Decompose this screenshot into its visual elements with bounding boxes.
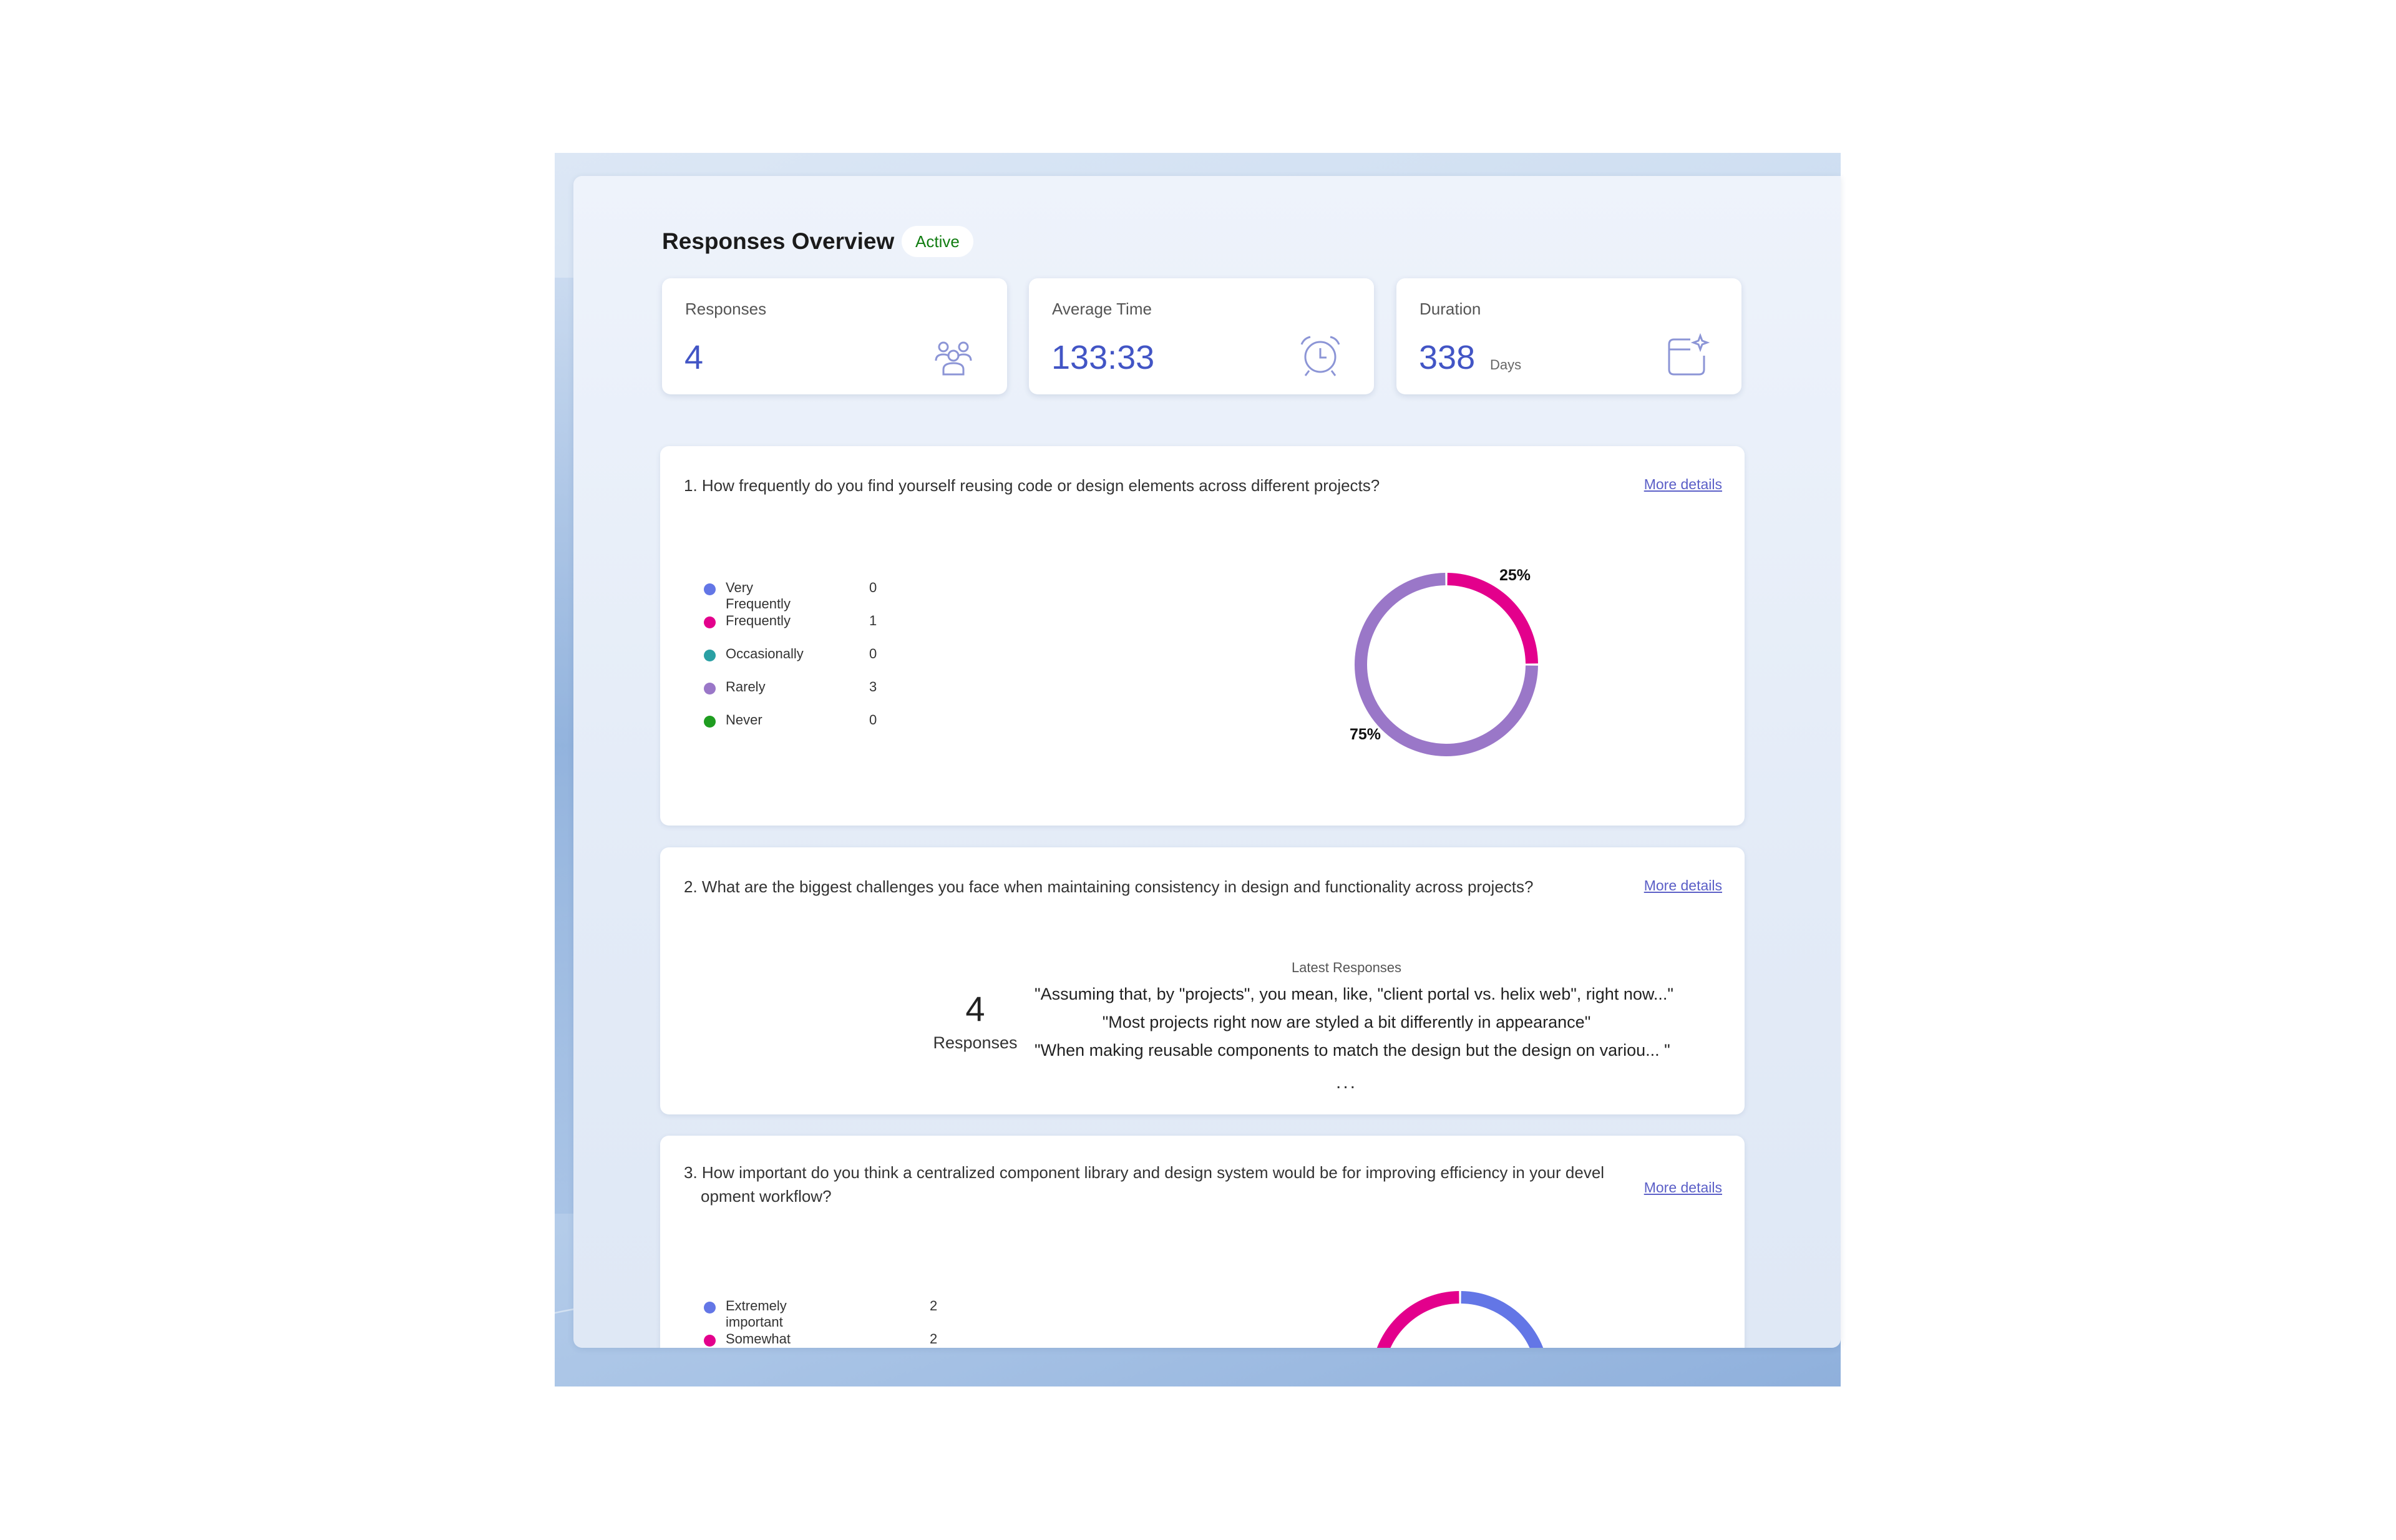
more-details-link[interactable]: More details — [1644, 1179, 1722, 1196]
question-card-3: 3. How important do you think a centrali… — [660, 1136, 1745, 1348]
donut-slice-somewhat-important[interactable] — [1376, 1291, 1459, 1348]
response-count: 4 — [965, 989, 985, 1028]
legend-dot — [704, 650, 716, 661]
question-text-line: opment workflow? — [701, 1187, 832, 1206]
legend-count: 0 — [869, 646, 877, 661]
donut-chart — [1376, 1291, 1544, 1348]
legend-dot — [704, 1302, 716, 1313]
donut-chart: 25% 75% — [1350, 567, 1538, 756]
latest-response: "When making reusable components to matc… — [1035, 1041, 1670, 1060]
average-time-stat-card: Average Time 133:33 — [1029, 278, 1374, 394]
alarm-clock-icon — [1300, 336, 1340, 376]
page-title: Responses Overview — [662, 228, 895, 254]
question-text: 1. How frequently do you find yourself r… — [684, 476, 1380, 495]
question-text: 2. What are the biggest challenges you f… — [684, 877, 1534, 896]
stat-value: 133:33 — [1051, 339, 1155, 376]
legend-label: Frequently — [726, 613, 791, 628]
legend-dot — [704, 583, 716, 595]
calendar-sparkle-icon — [1668, 333, 1710, 376]
more-details-link[interactable]: More details — [1644, 877, 1722, 894]
legend-count: 0 — [869, 712, 877, 728]
question-card-2: 2. What are the biggest challenges you f… — [660, 847, 1745, 1114]
donut-slice-rarely[interactable] — [1355, 573, 1538, 756]
status-badge: Active — [902, 226, 973, 257]
duration-stat-card: Duration 338 Days — [1396, 278, 1741, 394]
latest-response: "Most projects right now are styled a bi… — [1102, 1013, 1591, 1031]
stat-value: 338 — [1419, 339, 1476, 376]
more-responses-ellipsis[interactable]: ... — [1335, 1072, 1357, 1093]
legend-count: 0 — [869, 580, 877, 595]
stat-value: 4 — [684, 339, 704, 376]
response-count-label: Responses — [933, 1033, 1018, 1052]
question-text: 3. How important do you think a centrali… — [684, 1161, 1645, 1208]
responses-stat-card: Responses 4 — [662, 278, 1007, 394]
donut-slice-frequently[interactable] — [1447, 573, 1538, 664]
legend-label: Somewhat important — [726, 1331, 791, 1348]
question-card-1: 1. How frequently do you find yourself r… — [660, 446, 1745, 826]
stat-unit: Days — [1490, 357, 1522, 373]
latest-response: "Assuming that, by "projects", you mean,… — [1035, 985, 1673, 1003]
legend-count: 2 — [930, 1331, 938, 1347]
legend-count: 3 — [869, 679, 877, 694]
responses-panel: Responses Overview Active Responses 4 Av… — [573, 176, 1841, 1348]
more-details-link[interactable]: More details — [1644, 476, 1722, 492]
legend-dot — [704, 1335, 716, 1347]
legend-label: Occasionally — [726, 646, 804, 661]
stat-label: Duration — [1420, 300, 1481, 318]
legend-dot — [704, 683, 716, 694]
stat-label: Responses — [685, 300, 767, 318]
latest-responses-title: Latest Responses — [1291, 960, 1402, 975]
legend-label: Never — [726, 712, 762, 728]
stat-label: Average Time — [1052, 300, 1152, 318]
legend-label: Extremely important — [726, 1298, 787, 1330]
legend-label: Rarely — [726, 679, 766, 694]
donut-slice-extremely-important[interactable] — [1461, 1291, 1544, 1348]
question-text-line: 3. How important do you think a centrali… — [684, 1163, 1605, 1182]
legend-count: 2 — [930, 1298, 938, 1313]
legend-dot — [704, 716, 716, 728]
legend-label: Very Frequently — [726, 580, 791, 612]
people-group-icon — [935, 341, 972, 376]
percent-label-frequently: 25% — [1499, 567, 1531, 584]
percent-label-rarely: 75% — [1350, 726, 1381, 743]
legend-dot — [704, 616, 716, 628]
legend-count: 1 — [869, 613, 877, 628]
